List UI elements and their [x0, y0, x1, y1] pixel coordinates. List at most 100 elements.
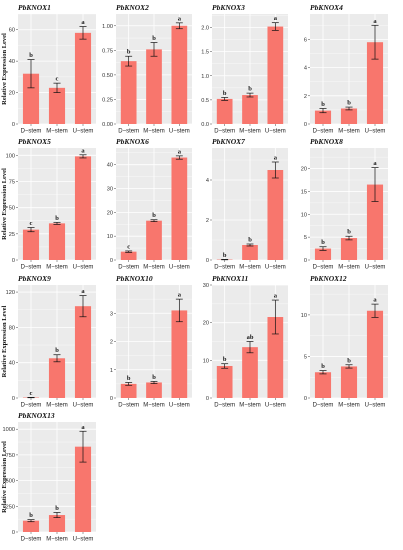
x-tick-label: U−stem [265, 403, 286, 409]
significance-letter: b [152, 374, 156, 381]
significance-letter: b [127, 375, 131, 382]
x-tick-label: D−stem [214, 129, 235, 135]
bar-2 [146, 382, 162, 398]
panel-7: 0 2 4 b D−stem b M−stem a U−stem PbKNOX7 [206, 137, 288, 271]
x-tick-label: M−stem [338, 403, 360, 409]
x-tick-label: U−stem [169, 265, 190, 271]
y-tick-label: 750 [6, 453, 15, 459]
y-tick-label: 0 [12, 530, 15, 536]
x-tick-label: D−stem [21, 129, 42, 135]
x-tick-label: U−stem [365, 403, 386, 409]
x-tick-label: U−stem [365, 265, 386, 271]
y-tick-label: 0.25 [102, 97, 113, 103]
y-tick-label: 2 [110, 340, 113, 346]
bar-1 [314, 110, 332, 124]
y-tick-label: 250 [6, 504, 15, 510]
significance-letter: a [178, 292, 182, 299]
x-tick-label: U−stem [265, 265, 286, 271]
bar-3 [171, 25, 188, 125]
significance-letter: c [56, 76, 59, 83]
bar-1 [216, 365, 233, 398]
significance-letter: a [81, 147, 85, 154]
y-tick-label: 1 [110, 368, 113, 374]
bar-3 [171, 157, 188, 260]
y-tick-label: 40 [9, 59, 15, 65]
bar-3 [74, 156, 92, 260]
y-tick-label: 0 [12, 122, 15, 128]
bar-1 [216, 98, 233, 124]
significance-letter: b [29, 52, 33, 59]
y-tick-label: 120 [6, 290, 15, 296]
panel-10: 0 1 2 3 b D−stem b M−stem a U−stem PbKNOX10 [110, 274, 192, 409]
y-tick-label: 80 [9, 325, 15, 331]
y-tick-label: 0 [206, 258, 209, 264]
x-tick-label: M−stem [46, 403, 68, 409]
panel-2: 0.00 0.25 0.50 0.75 1.00 b D−stem b M−stem a U−ste… [102, 3, 192, 135]
bar-2 [146, 49, 162, 124]
y-axis-title: Relative Expression Level [1, 168, 8, 240]
panel-13: 0 250 500 750 1000 b D−stem b M−stem a U−stem PbKNO… [1, 411, 96, 543]
significance-letter: b [152, 35, 156, 42]
bar-1 [120, 251, 137, 260]
y-tick-label: 0.5 [201, 98, 209, 104]
y-tick-label: 2 [206, 218, 209, 224]
panel-1: 0 20 40 60 b D−stem c M−stem a U−stem PbKNOX1 Relat… [1, 3, 96, 135]
significance-letter: a [274, 155, 278, 162]
y-tick-label: 5 [304, 235, 307, 241]
significance-letter: a [373, 160, 377, 167]
panel-4: 0 2 4 6 b D−stem b M−stem a U−stem PbKNOX4 [304, 3, 388, 135]
x-tick-label: M−stem [239, 129, 261, 135]
panel-title: PbKNOX11 [212, 274, 248, 283]
panel-3: 0.0 0.5 1.0 1.5 2.0 b D−stem b M−stem a U−stem PbKN… [201, 3, 288, 135]
significance-letter: b [223, 356, 227, 363]
y-tick-label: 1000 [3, 427, 15, 433]
x-tick-label: M−stem [143, 403, 165, 409]
x-tick-label: U−stem [73, 129, 94, 135]
significance-letter: a [178, 15, 182, 22]
x-tick-label: D−stem [214, 403, 235, 409]
y-tick-label: 10 [107, 234, 113, 240]
bar-2 [146, 220, 162, 260]
panel-title: PbKNOX7 [212, 137, 245, 146]
y-tick-label: 0.00 [102, 122, 113, 128]
bar-2 [340, 238, 358, 260]
y-tick-label: 0 [304, 122, 307, 128]
y-tick-label: 0.50 [102, 73, 113, 79]
x-tick-label: D−stem [21, 265, 42, 271]
panel-title: PbKNOX3 [212, 3, 245, 12]
y-tick-label: 0.75 [102, 48, 113, 54]
y-tick-label: 0 [110, 396, 113, 402]
y-tick-label: 0 [304, 396, 307, 402]
x-tick-label: M−stem [239, 403, 261, 409]
x-tick-label: D−stem [313, 403, 334, 409]
significance-letter: b [127, 49, 131, 56]
significance-letter: b [55, 215, 59, 222]
y-tick-label: 0 [12, 396, 15, 402]
significance-letter: b [248, 237, 252, 244]
x-tick-label: U−stem [365, 129, 386, 135]
x-tick-label: M−stem [143, 129, 165, 135]
panel-11: 0 10 20 30 b D−stem ab M−stem a U−stem PbKNOX11 [203, 274, 288, 409]
y-tick-label: 75 [9, 179, 15, 185]
x-tick-label: D−stem [313, 265, 334, 271]
significance-letter: a [81, 19, 85, 26]
significance-letter: b [321, 239, 325, 246]
y-tick-label: 25 [9, 232, 15, 238]
bar-1 [120, 383, 137, 398]
x-tick-label: U−stem [169, 129, 190, 135]
significance-letter: b [347, 229, 351, 236]
x-tick-label: D−stem [118, 403, 139, 409]
bar-1 [314, 248, 332, 260]
y-tick-label: 15 [301, 189, 307, 195]
bar-2 [242, 95, 258, 124]
x-tick-label: M−stem [46, 537, 68, 543]
x-tick-label: U−stem [169, 403, 190, 409]
y-tick-label: 60 [9, 28, 15, 34]
x-tick-label: U−stem [265, 129, 286, 135]
y-tick-label: 4 [304, 66, 307, 72]
y-tick-label: 0 [110, 258, 113, 264]
bar-1 [22, 73, 40, 124]
panel-title: PbKNOX5 [18, 137, 51, 146]
bar-2 [48, 515, 66, 532]
